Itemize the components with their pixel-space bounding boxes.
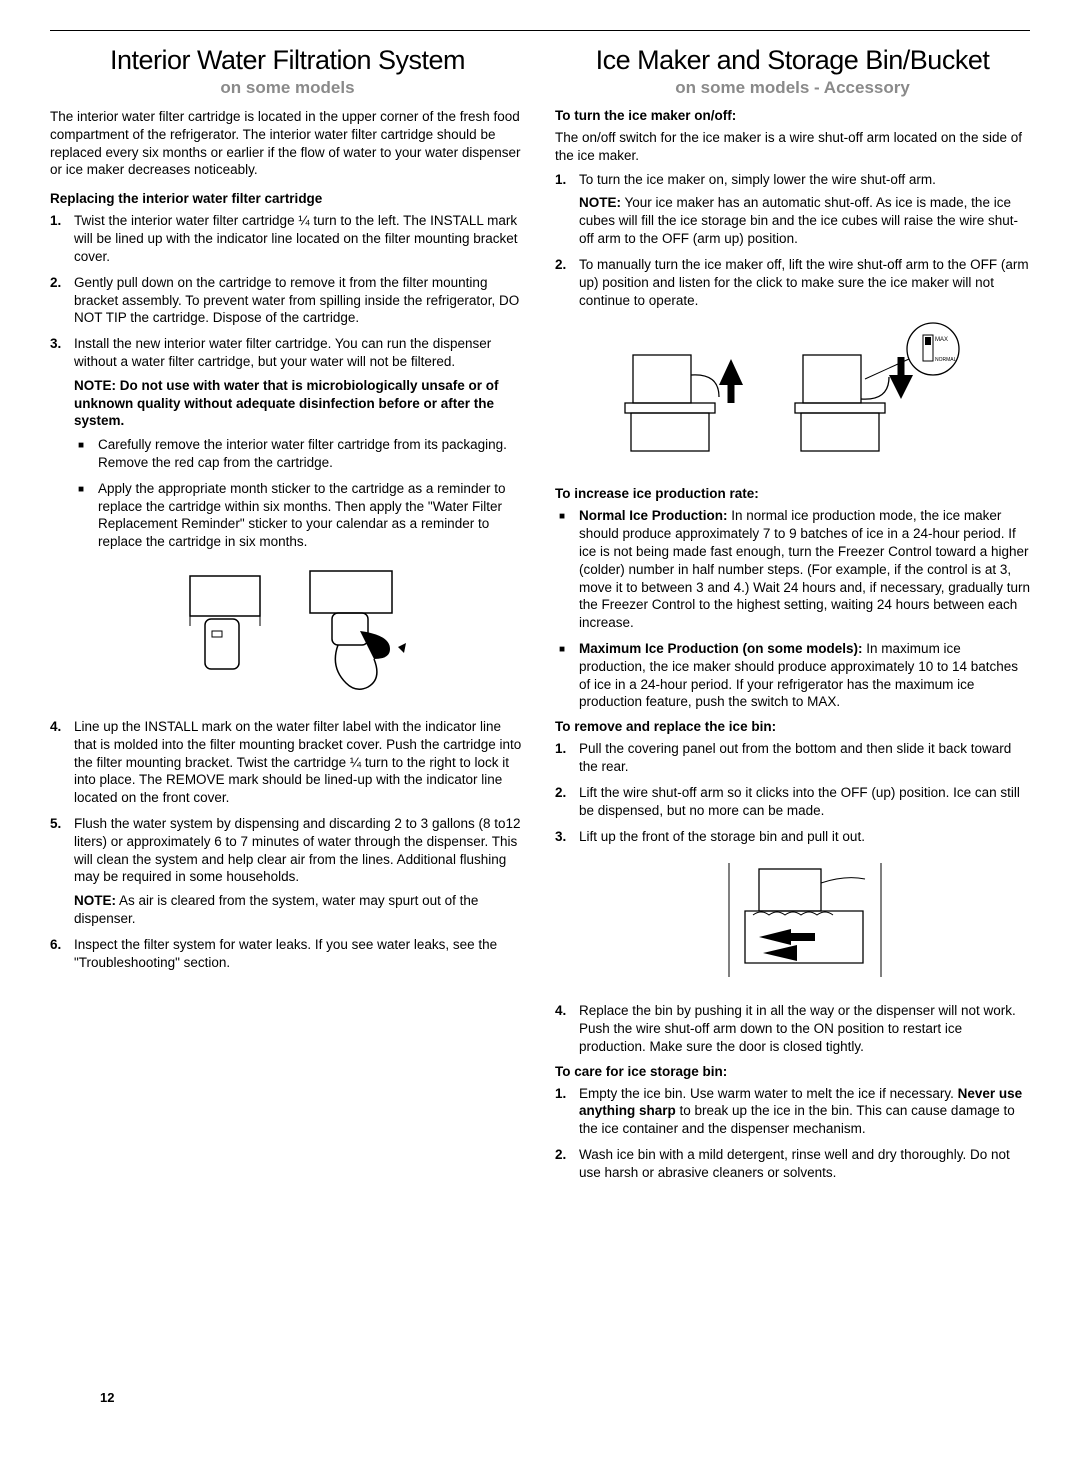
right-onoff-2: To manually turn the ice maker off, lift… xyxy=(555,256,1030,309)
right-sub4: To care for ice storage bin: xyxy=(555,1064,1030,1079)
left-step-2: Gently pull down on the cartridge to rem… xyxy=(50,274,525,327)
right-subtitle: on some models - Accessory xyxy=(555,78,1030,98)
switch-normal-label: NORMAL xyxy=(935,357,957,363)
right-column: Ice Maker and Storage Bin/Bucket on some… xyxy=(555,45,1030,1190)
right-onoff-steps: To turn the ice maker on, simply lower t… xyxy=(555,171,1030,310)
left-note2: NOTE: As air is cleared from the system,… xyxy=(74,892,525,928)
left-step-4: Line up the INSTALL mark on the water fi… xyxy=(50,718,525,807)
left-step-3: Install the new interior water filter ca… xyxy=(50,335,525,706)
left-steps-1-3: Twist the interior water filter cartridg… xyxy=(50,212,525,706)
switch-max-label: MAX xyxy=(935,337,948,343)
left-step-3-text: Install the new interior water filter ca… xyxy=(74,336,491,369)
left-step-5: Flush the water system by dispensing and… xyxy=(50,815,525,928)
left-bullets: Carefully remove the interior water filt… xyxy=(74,436,525,551)
right-production-bullets: Normal Ice Production: In normal ice pro… xyxy=(555,507,1030,711)
right-onoff-1: To turn the ice maker on, simply lower t… xyxy=(555,171,1030,248)
left-step-6: Inspect the filter system for water leak… xyxy=(50,936,525,972)
right-sub1: To turn the ice maker on/off: xyxy=(555,108,1030,123)
two-column-layout: Interior Water Filtration System on some… xyxy=(50,45,1030,1190)
filter-cartridge-figure xyxy=(74,561,525,706)
left-title: Interior Water Filtration System xyxy=(50,45,525,76)
right-remove-2: Lift the wire shut-off arm so it clicks … xyxy=(555,784,1030,820)
right-note1: NOTE: Your ice maker has an automatic sh… xyxy=(579,194,1030,247)
top-rule xyxy=(50,30,1030,31)
left-bullet-1: Carefully remove the interior water filt… xyxy=(74,436,525,472)
ice-bin-figure xyxy=(579,855,1030,990)
left-note-bold: NOTE: Do not use with water that is micr… xyxy=(74,377,525,430)
left-intro: The interior water filter cartridge is l… xyxy=(50,108,525,179)
right-sub3: To remove and replace the ice bin: xyxy=(555,719,1030,734)
right-remove-1: Pull the covering panel out from the bot… xyxy=(555,740,1030,776)
left-subtitle: on some models xyxy=(50,78,525,98)
right-title: Ice Maker and Storage Bin/Bucket xyxy=(555,45,1030,76)
right-sub2: To increase ice production rate: xyxy=(555,486,1030,501)
right-intro1: The on/off switch for the ice maker is a… xyxy=(555,129,1030,165)
left-subhead: Replacing the interior water filter cart… xyxy=(50,191,525,206)
right-remove-3: Lift up the front of the storage bin and… xyxy=(555,828,1030,991)
right-care-steps: Empty the ice bin. Use warm water to mel… xyxy=(555,1085,1030,1182)
left-column: Interior Water Filtration System on some… xyxy=(50,45,525,1190)
right-prod-2: Maximum Ice Production (on some models):… xyxy=(555,640,1030,711)
icemaker-arm-figure: MAX NORMAL xyxy=(555,319,1030,474)
right-remove-4: Replace the bin by pushing it in all the… xyxy=(555,1002,1030,1055)
right-care-1: Empty the ice bin. Use warm water to mel… xyxy=(555,1085,1030,1138)
left-steps-4-6: Line up the INSTALL mark on the water fi… xyxy=(50,718,525,972)
left-bullet-2: Apply the appropriate month sticker to t… xyxy=(74,480,525,551)
right-prod-1: Normal Ice Production: In normal ice pro… xyxy=(555,507,1030,632)
page-number: 12 xyxy=(100,1390,114,1405)
left-step-1: Twist the interior water filter cartridg… xyxy=(50,212,525,265)
right-remove-steps: Pull the covering panel out from the bot… xyxy=(555,740,1030,1055)
right-care-2: Wash ice bin with a mild detergent, rins… xyxy=(555,1146,1030,1182)
